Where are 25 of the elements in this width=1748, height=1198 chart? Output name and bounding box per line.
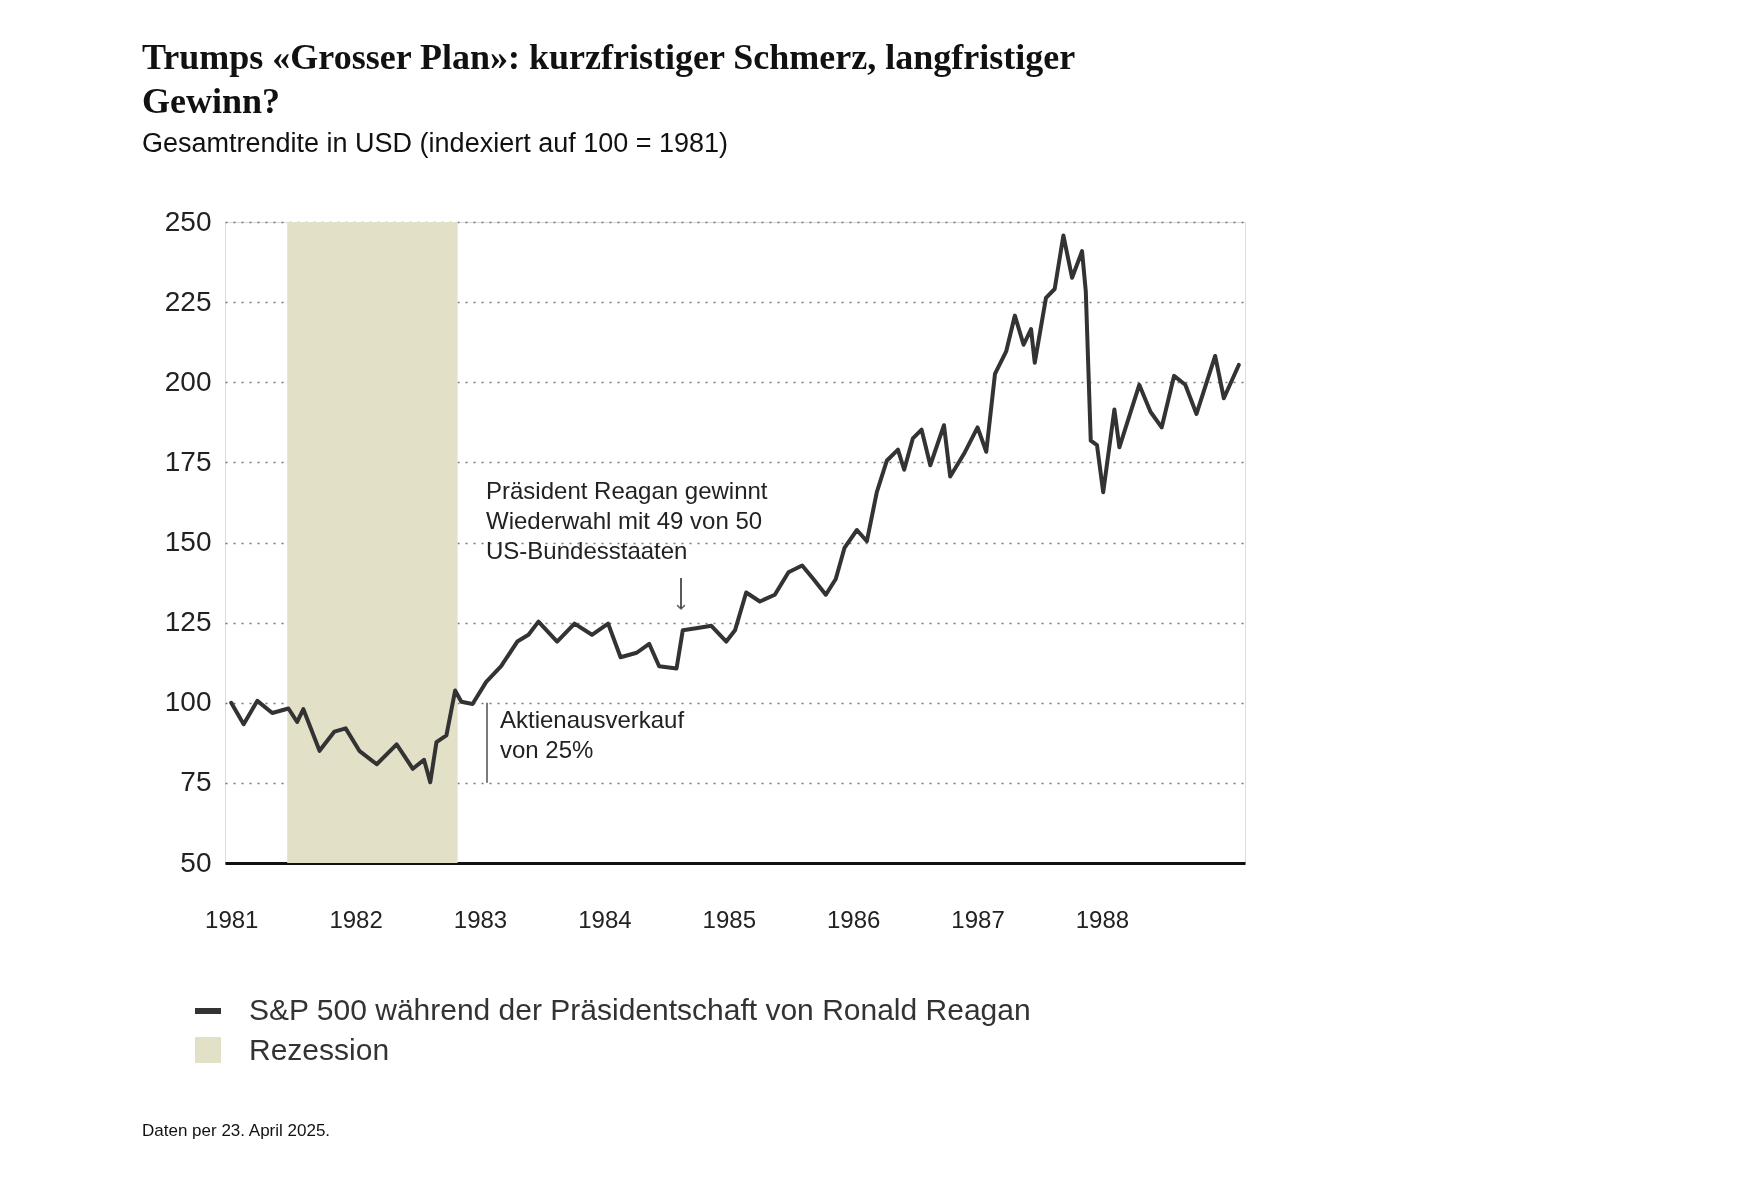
legend-label: S&P 500 während der Präsidentschaft von Ronald Reagan: [249, 993, 1031, 1026]
y-tick-label: 225: [164, 285, 212, 317]
line-series: [229, 233, 1241, 785]
x-tick-label: 1984: [578, 905, 632, 933]
x-tick-label: 1983: [453, 905, 508, 933]
chart-subtitle: Gesamtrendite in USD (indexiert auf 100 = 1981): [142, 128, 729, 158]
x-tick-label: 1982: [329, 905, 383, 933]
y-tick-label: 175: [164, 445, 212, 477]
x-tick-label: 1986: [826, 905, 881, 933]
chart-title: Trumps «Grosser Plan»: kurzfristiger Schmerz, langfristiger Gewinn?: [142, 37, 1076, 121]
y-tick-label: 125: [164, 606, 212, 638]
x-tick-label: 1987: [951, 905, 1005, 933]
annotation: Aktienausverkauf von 25%: [500, 705, 685, 763]
y-tick-label: 75: [180, 766, 212, 798]
y-tick-label: 100: [164, 686, 212, 718]
x-tick-label: 1988: [1075, 905, 1130, 933]
y-tick-label: 50: [180, 846, 212, 878]
legend-label: Rezession: [249, 1033, 390, 1066]
x-tick-label: 1981: [205, 905, 259, 933]
annotation: Präsident Reagan gewinnt Wiederwahl mit 49 von 50 US-Bundesstaaten: [486, 477, 768, 564]
x-tick-label: 1985: [702, 905, 756, 933]
y-tick-label: 250: [164, 205, 212, 237]
y-tick-label: 150: [164, 526, 212, 557]
text: Daten per 23. April 2025.: [142, 1121, 331, 1140]
y-tick-label: 200: [164, 365, 212, 397]
